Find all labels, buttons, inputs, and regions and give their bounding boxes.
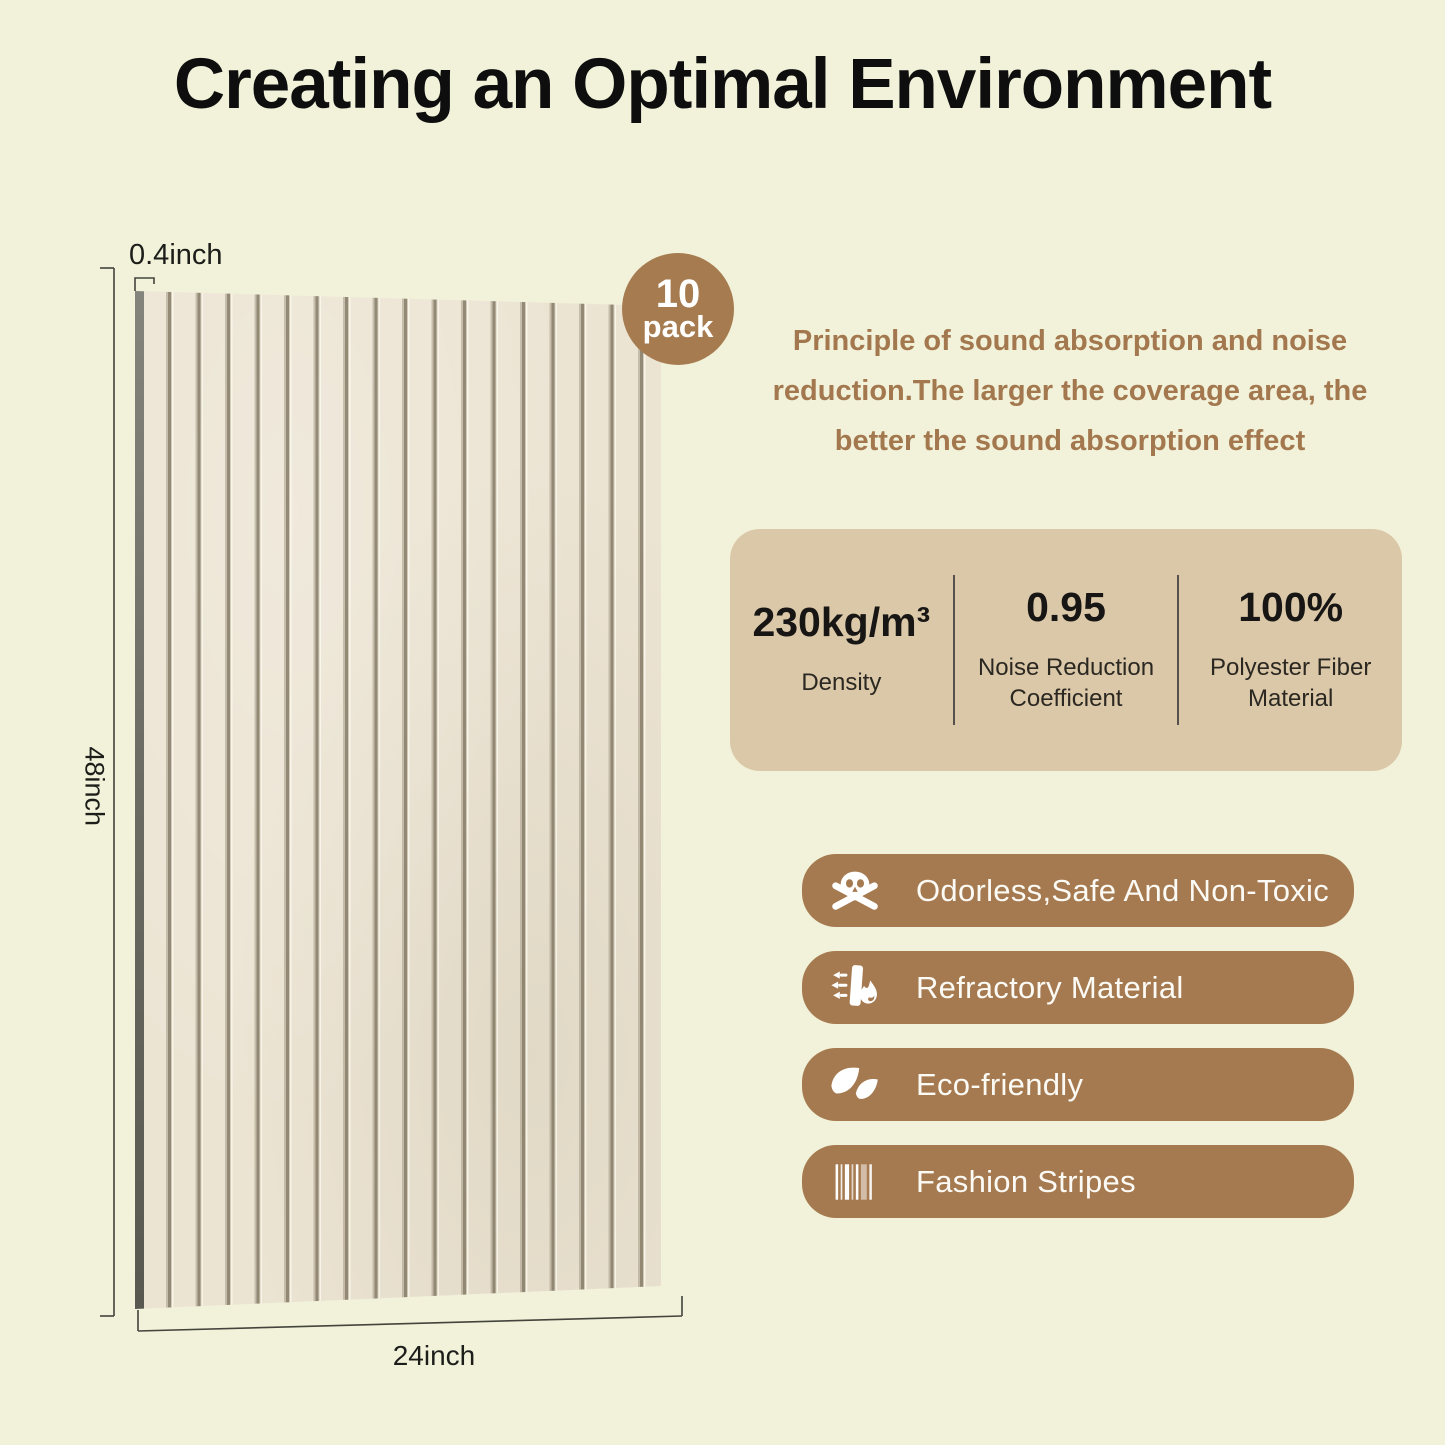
feature-pill-refractory: Refractory Material (802, 951, 1354, 1024)
spec-value: 230kg/m³ (752, 599, 931, 645)
leaves-icon (826, 1056, 884, 1114)
intro-paragraph: Principle of sound absorption and noise … (738, 316, 1402, 466)
specs-box: 230kg/m³ Density 0.95 Noise Reduction Co… (730, 529, 1402, 771)
spec-label: Noise Reduction Coefficient (977, 653, 1155, 712)
spec-density: 230kg/m³ Density (730, 529, 953, 771)
feature-pill-eco: Eco-friendly (802, 1048, 1354, 1121)
spec-value: 0.95 (1026, 583, 1106, 630)
thickness-dimension-label: 0.4inch (129, 239, 223, 271)
pack-unit: pack (642, 308, 714, 344)
intro-line: better the sound absorption effect (834, 425, 1306, 457)
width-dimension-label: 24inch (392, 1340, 476, 1371)
spec-divider (1177, 575, 1180, 725)
panel-slats-texture (144, 291, 661, 1309)
acoustic-panel-image (135, 291, 661, 1309)
pack-quantity: 10 (655, 271, 701, 316)
spec-divider (952, 575, 955, 725)
feature-label: Refractory Material (916, 969, 1184, 1005)
pack-count-badge: 10 pack (622, 253, 734, 365)
spec-value: 100% (1238, 583, 1344, 630)
feature-pill-stripes: Fashion Stripes (802, 1145, 1354, 1218)
feature-label: Eco-friendly (916, 1066, 1084, 1102)
feature-label: Fashion Stripes (916, 1163, 1136, 1199)
intro-line: reduction.The larger the coverage area, … (772, 375, 1368, 407)
spec-material: 100% Polyester Fiber Material (1179, 529, 1402, 771)
fire-door-icon (826, 959, 884, 1017)
feature-pill-non-toxic: Odorless,Safe And Non-Toxic (802, 854, 1354, 927)
intro-line: Principle of sound absorption and noise (792, 325, 1348, 357)
height-dimension-label: 48inch (79, 746, 110, 827)
spec-label: Density (801, 669, 882, 696)
spec-nrc: 0.95 Noise Reduction Coefficient (955, 529, 1178, 771)
spec-label: Polyester Fiber Material (1209, 653, 1372, 712)
panel-side-edge (135, 291, 144, 1309)
page-title: Creating an Optimal Environment (173, 45, 1272, 124)
skull-crossbones-icon (826, 862, 884, 920)
barcode-stripes-icon (826, 1153, 884, 1211)
feature-label: Odorless,Safe And Non-Toxic (916, 872, 1330, 908)
